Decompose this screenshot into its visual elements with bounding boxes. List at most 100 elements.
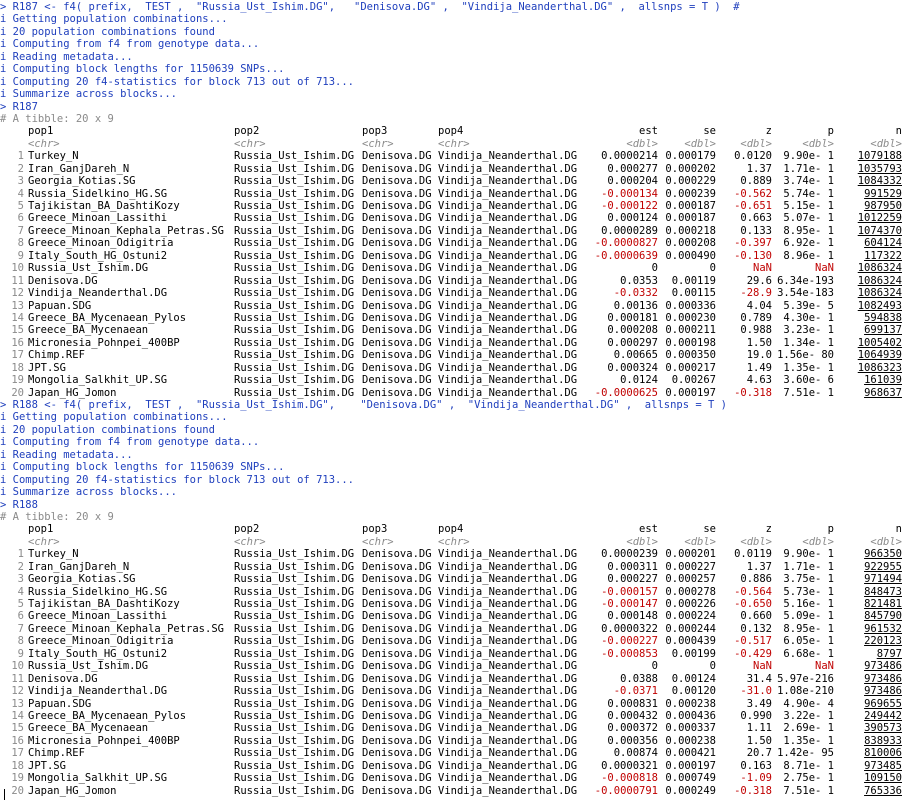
cell-p: 8.96e- 1 bbox=[783, 249, 834, 262]
cell-z: 0.0119 bbox=[734, 548, 772, 561]
cell-z: 3.49 bbox=[746, 697, 772, 710]
column-type-p: <dbl> bbox=[802, 137, 834, 150]
cell-pop4: Vindija_Neanderthal.DG bbox=[438, 697, 578, 710]
cell-p: 8.95e- 1 bbox=[783, 224, 834, 237]
table-row: 19 Mongolia_Salkhit_UP.SG Russia_Ust_Ishim… bbox=[0, 772, 912, 784]
table-row: 15 Greece_BA_Mycenaean Russia_Ust_Ishim.DG… bbox=[0, 324, 912, 336]
table-header: pop1 pop2 pop3 pop4 est se z p n bbox=[0, 125, 912, 137]
cell-pop3: Denisova.DG bbox=[362, 784, 432, 797]
row-number: 14 bbox=[11, 311, 24, 324]
cell-se: 0.000217 bbox=[665, 361, 716, 374]
table-row: 1 Turkey_N Russia_Ust_Ishim.DG Denisova.DG V… bbox=[0, 150, 912, 162]
cell-p: 6.68e- 1 bbox=[783, 647, 834, 660]
cell-pop3: Denisova.DG bbox=[362, 560, 432, 573]
cell-p: 5.07e- 1 bbox=[783, 212, 834, 225]
cell-est: 0.0000321 bbox=[601, 759, 658, 772]
cell-pop2: Russia_Ust_Ishim.DG bbox=[234, 635, 355, 648]
cell-p: 5.09e- 1 bbox=[783, 610, 834, 623]
cell-se: 0.000179 bbox=[665, 150, 716, 163]
table-row: 5 Tajikistan_BA_DashtiKozy Russia_Ust_Ishi… bbox=[0, 200, 912, 212]
cell-pop4: Vindija_Neanderthal.DG bbox=[438, 162, 578, 175]
cell-pop4: Vindija_Neanderthal.DG bbox=[438, 660, 578, 673]
cell-pop4: Vindija_Neanderthal.DG bbox=[438, 647, 578, 660]
print-command: > R188 bbox=[0, 498, 38, 511]
cell-est: -0.000147 bbox=[601, 598, 658, 610]
cell-p: 8.71e- 1 bbox=[783, 759, 834, 772]
cell-n: 1082493 bbox=[857, 299, 902, 312]
row-number: 10 bbox=[11, 262, 24, 275]
table-row: 15 Greece_BA_Mycenaean Russia_Ust_Ishim.DG… bbox=[0, 722, 912, 734]
cell-n: 961532 bbox=[864, 622, 902, 635]
tibble-info: # A tibble: 20 x 9 bbox=[0, 112, 114, 125]
table-row: 18 JPT.SG Russia_Ust_Ishim.DG Denisova.DG Vi… bbox=[0, 362, 912, 374]
cell-se: 0.000249 bbox=[665, 784, 716, 797]
cell-p: 3.23e- 1 bbox=[783, 324, 834, 337]
cell-est: 0.000432 bbox=[607, 709, 658, 722]
cell-est: -0.0000639 bbox=[594, 249, 658, 262]
cell-est: 0.00665 bbox=[613, 349, 658, 362]
column-type-est: <dbl> bbox=[626, 137, 658, 150]
table-row: 8 Greece_Minoan_Odigitria Russia_Ust_Ishim… bbox=[0, 237, 912, 249]
info-message: i Computing block lengths for 1150639 SN… bbox=[0, 63, 285, 76]
cell-est: 0.000277 bbox=[607, 162, 658, 175]
row-number: 12 bbox=[11, 685, 24, 698]
cell-pop3: Denisova.DG bbox=[362, 610, 432, 623]
table-row: 13 Papuan.SDG Russia_Ust_Ishim.DG Denisova.… bbox=[0, 300, 912, 312]
cell-pop1: Tajikistan_BA_DashtiKozy bbox=[28, 598, 180, 610]
cell-pop3: Denisova.DG bbox=[362, 187, 432, 200]
cell-pop4: Vindija_Neanderthal.DG bbox=[438, 324, 578, 337]
cell-se: 0.000198 bbox=[665, 336, 716, 349]
cell-pop3: Denisova.DG bbox=[362, 759, 432, 772]
cell-pop3: Denisova.DG bbox=[362, 349, 432, 362]
cell-pop2: Russia_Ust_Ishim.DG bbox=[234, 212, 355, 225]
cell-est: -0.0000827 bbox=[594, 237, 658, 250]
column-header-pop4: pop4 bbox=[438, 125, 464, 138]
column-header-pop2: pop2 bbox=[234, 523, 260, 536]
cell-se: 0.000187 bbox=[665, 200, 716, 212]
cell-pop4: Vindija_Neanderthal.DG bbox=[438, 772, 578, 785]
cell-pop3: Denisova.DG bbox=[362, 224, 432, 237]
cell-pop1: Turkey_N bbox=[28, 150, 79, 163]
cell-pop1: JPT.SG bbox=[28, 361, 66, 374]
cell-pop4: Vindija_Neanderthal.DG bbox=[438, 299, 578, 312]
cell-n: 117322 bbox=[864, 249, 902, 262]
print-command: > R187 bbox=[0, 100, 38, 113]
cell-pop2: Russia_Ust_Ishim.DG bbox=[234, 560, 355, 573]
cell-z: 19.0 bbox=[746, 349, 772, 362]
cell-p: 3.54e-183 bbox=[777, 287, 834, 300]
cell-pop2: Russia_Ust_Ishim.DG bbox=[234, 349, 355, 362]
cell-pop1: Georgia_Kotias.SG bbox=[28, 175, 136, 188]
table-row: 14 Greece_BA_Mycenaean_Pylos Russia_Ust_Is… bbox=[0, 312, 912, 324]
cell-n: 1074370 bbox=[857, 224, 902, 237]
row-number: 3 bbox=[17, 573, 24, 586]
table-row: 3 Georgia_Kotias.SG Russia_Ust_Ishim.DG Den… bbox=[0, 573, 912, 585]
row-number: 16 bbox=[11, 734, 24, 747]
cell-pop1: Greece_BA_Mycenaean_Pylos bbox=[28, 709, 187, 722]
cell-pop3: Denisova.DG bbox=[362, 311, 432, 324]
table-row: 14 Greece_BA_Mycenaean_Pylos Russia_Ust_Is… bbox=[0, 710, 912, 722]
cell-pop2: Russia_Ust_Ishim.DG bbox=[234, 759, 355, 772]
cell-n: 821481 bbox=[864, 598, 902, 610]
cell-n: 810006 bbox=[864, 747, 902, 760]
table-row: 3 Georgia_Kotias.SG Russia_Ust_Ishim.DG Den… bbox=[0, 175, 912, 187]
cell-pop2: Russia_Ust_Ishim.DG bbox=[234, 685, 355, 698]
cell-est: -0.000122 bbox=[601, 200, 658, 212]
cell-pop4: Vindija_Neanderthal.DG bbox=[438, 598, 578, 610]
cell-z: 0.133 bbox=[740, 224, 772, 237]
table-row: 8 Greece_Minoan_Odigitria Russia_Ust_Ishim… bbox=[0, 635, 912, 647]
table-row: 20 Japan_HG_Jomon Russia_Ust_Ishim.DG Denis… bbox=[0, 387, 912, 399]
cell-pop1: Vindija_Neanderthal.DG bbox=[28, 685, 168, 698]
table-row: 5 Tajikistan_BA_DashtiKozy Russia_Ust_Ishi… bbox=[0, 598, 912, 610]
column-type-n: <dbl> bbox=[870, 137, 902, 150]
cell-pop2: Russia_Ust_Ishim.DG bbox=[234, 324, 355, 337]
cell-se: 0.000244 bbox=[665, 622, 716, 635]
info-message: i Computing 20 f4-statistics for block 7… bbox=[0, 473, 355, 486]
table-row: 9 Italy_South_HG_Ostuni2 Russia_Ust_Ishim.… bbox=[0, 250, 912, 262]
row-number: 6 bbox=[17, 212, 24, 225]
cell-pop3: Denisova.DG bbox=[362, 361, 432, 374]
cell-se: 0.000197 bbox=[665, 759, 716, 772]
info-message: i Computing from f4 from genotype data..… bbox=[0, 436, 260, 449]
info-message: i Summarize across blocks... bbox=[0, 88, 178, 101]
